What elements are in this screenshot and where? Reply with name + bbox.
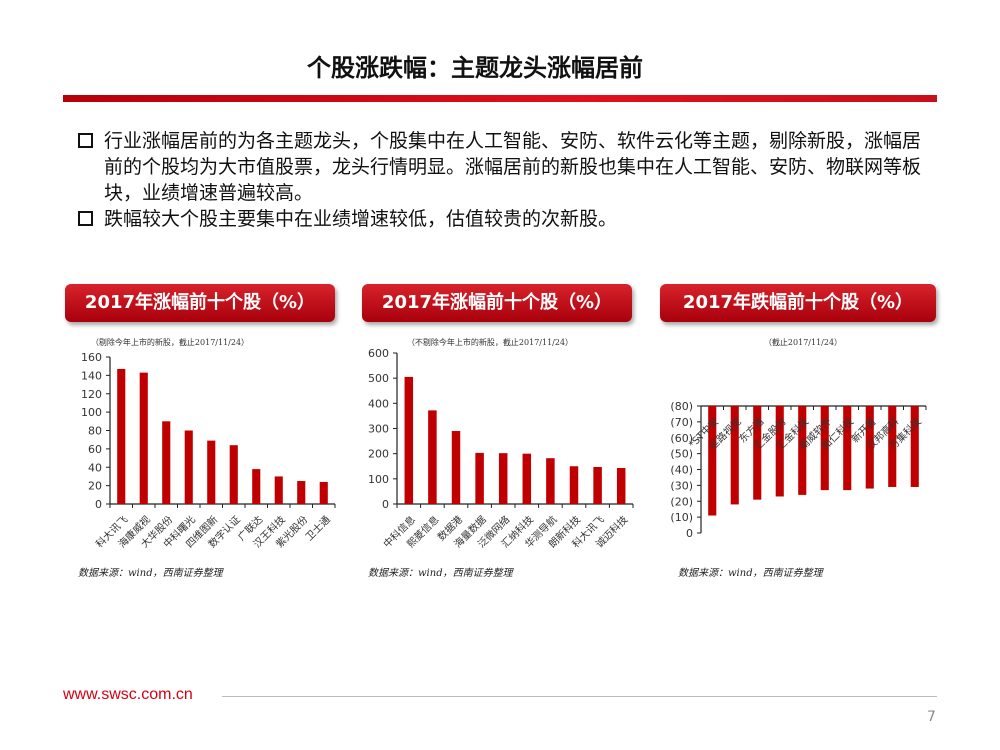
y-tick-label: 0 — [686, 527, 693, 540]
bar-熙菱信息 — [428, 410, 437, 504]
y-tick-label: (70) — [670, 416, 693, 429]
bar-海量数据 — [475, 452, 484, 504]
y-tick-label: 300 — [368, 423, 389, 436]
chart-header-gainers-incl-new: 2017年涨幅前十个股（%） — [362, 284, 632, 322]
y-tick-label: 80 — [88, 425, 102, 438]
y-tick-label: 100 — [81, 406, 102, 419]
bar-东方通 — [753, 406, 762, 500]
bullet-list: 行业涨幅居前的为各主题龙头，个股集中在人工智能、安防、软件云化等主题，剔除新股，… — [78, 128, 938, 232]
bar-科大讯飞 — [117, 368, 126, 504]
title-divider-bar — [63, 95, 937, 102]
y-tick-label: 140 — [81, 369, 102, 382]
y-tick-label: 0 — [95, 498, 102, 511]
y-tick-label: 400 — [368, 397, 389, 410]
bar-四维图新 — [207, 440, 216, 504]
bar-中科信息 — [404, 376, 414, 504]
y-tick-label: (10) — [670, 511, 693, 524]
bullet-text: 行业涨幅居前的为各主题龙头，个股集中在人工智能、安防、软件云化等主题，剔除新股，… — [104, 130, 922, 204]
y-tick-label: 160 — [81, 351, 102, 364]
chart-note: （截止2017/11/24） — [764, 337, 842, 347]
bar-科大讯飞 — [593, 467, 602, 504]
bar-丝路视觉 — [730, 406, 739, 505]
bar-中科曙光 — [184, 430, 193, 504]
bar-广联达 — [252, 469, 261, 504]
y-tick-label: 120 — [81, 388, 102, 401]
chart-source: 数据来源：wind，西南证券整理 — [678, 567, 825, 579]
y-tick-label: 40 — [88, 461, 102, 474]
square-bullet-icon — [78, 133, 93, 148]
bar-朗新科技 — [569, 466, 579, 504]
y-tick-label: (50) — [670, 448, 693, 461]
x-tick-label: 卫士通 — [302, 513, 332, 543]
footer-url[interactable]: www.swsc.com.cn — [63, 686, 193, 703]
y-tick-label: (80) — [670, 400, 693, 413]
bar-万集科技 — [910, 406, 919, 487]
square-bullet-icon — [78, 211, 93, 226]
bar-汇纳科技 — [522, 453, 532, 504]
y-tick-label: 500 — [368, 372, 389, 385]
chart-note: （剔除今年上市的新股，截止2017/11/24） — [91, 337, 249, 347]
y-tick-label: 600 — [368, 347, 389, 360]
y-tick-label: 200 — [368, 448, 389, 461]
bar-诚迈科技 — [616, 468, 626, 504]
y-tick-label: (20) — [670, 495, 693, 508]
bar-*ST中安 — [708, 406, 717, 516]
y-tick-label: (40) — [670, 464, 693, 477]
chart-header-gainers-ex-new: 2017年涨幅前十个股（%） — [65, 284, 335, 322]
chart-source: 数据来源：wind，西南证券整理 — [78, 567, 225, 579]
y-tick-label: 0 — [382, 498, 389, 511]
bar-华测导航 — [546, 458, 555, 504]
bar-新开普 — [865, 406, 874, 489]
bar-泛微网络 — [498, 453, 508, 504]
bar-数字认证 — [229, 445, 238, 504]
bar-汇金股份 — [775, 406, 784, 497]
bullet-item: 跌幅较大个股主要集中在业绩增速较低，估值较贵的次新股。 — [78, 206, 938, 232]
bullet-item: 行业涨幅居前的为各主题龙头，个股集中在人工智能、安防、软件云化等主题，剔除新股，… — [78, 128, 938, 206]
bar-和仁科技 — [843, 406, 852, 491]
bar-卫士通 — [319, 481, 328, 504]
bar-大华股份 — [162, 421, 171, 504]
bar-紫光股份 — [297, 481, 306, 504]
chart-header-losers: 2017年跌幅前十个股（%） — [660, 284, 936, 322]
bar-海康威视 — [139, 372, 148, 504]
y-tick-label: 60 — [88, 443, 102, 456]
bar-汉王科技 — [274, 476, 283, 504]
bar-汇金科技 — [798, 406, 807, 495]
page-title: 个股涨跌幅：主题龙头涨幅居前 — [307, 54, 643, 82]
y-tick-label: 100 — [368, 473, 389, 486]
bar-南威软件 — [820, 406, 829, 491]
bar-汉邦高科 — [888, 406, 897, 487]
bar-数据港 — [451, 431, 461, 504]
y-tick-label: (30) — [670, 479, 693, 492]
y-tick-label: 20 — [88, 480, 102, 493]
chart-note: （不剔除今年上市的新股，截止2017/11/24） — [407, 337, 573, 347]
chart-source: 数据来源：wind，西南证券整理 — [368, 567, 515, 579]
footer-divider — [222, 696, 937, 697]
bullet-text: 跌幅较大个股主要集中在业绩增速较低，估值较贵的次新股。 — [104, 208, 618, 230]
y-tick-label: (60) — [670, 432, 693, 445]
page-number: 7 — [927, 709, 936, 725]
